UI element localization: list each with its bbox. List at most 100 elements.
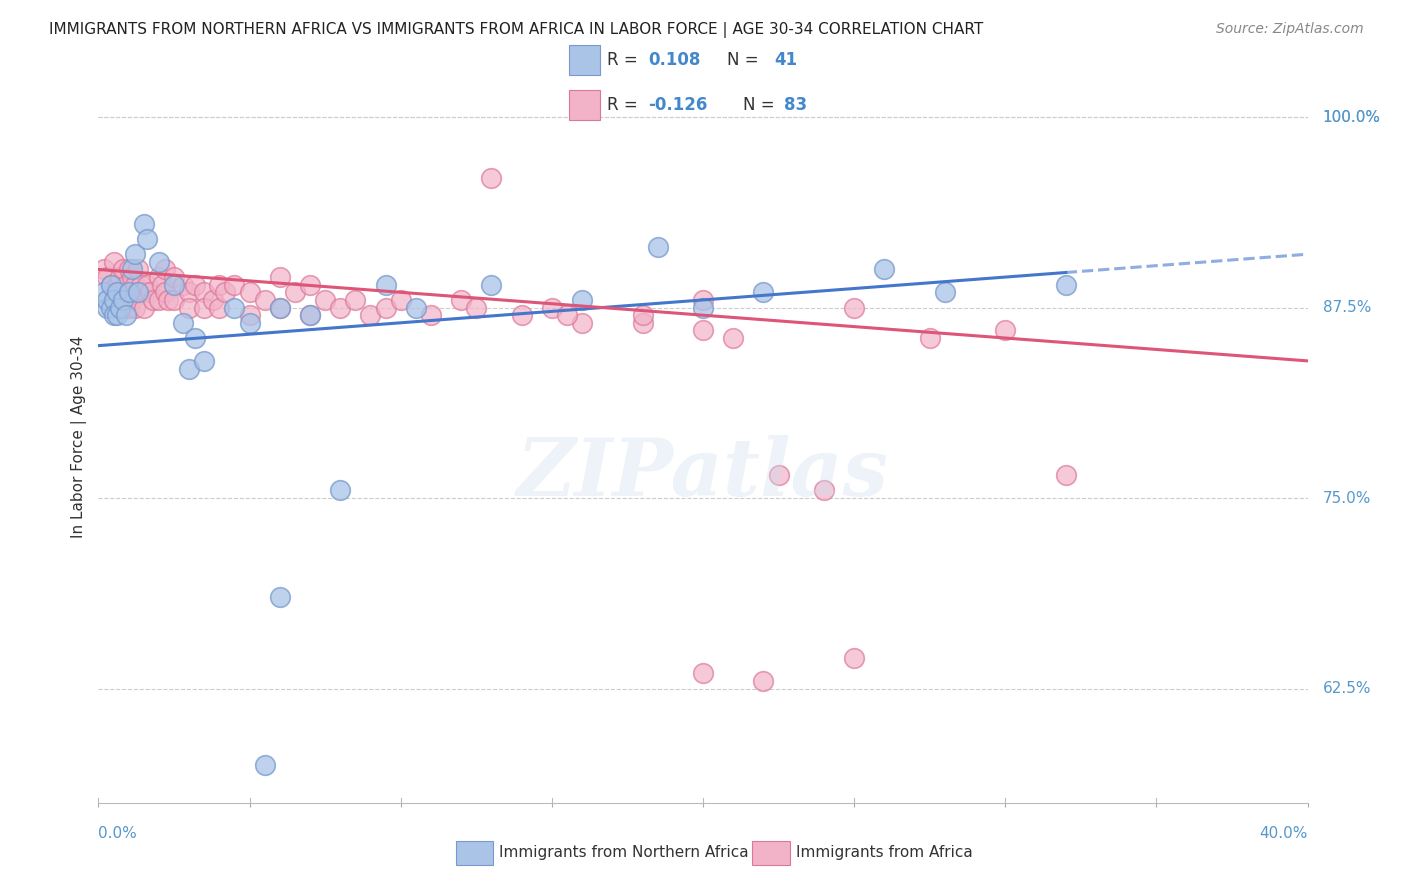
Point bbox=[111, 262, 134, 277]
Text: Immigrants from Africa: Immigrants from Africa bbox=[796, 846, 973, 860]
Point bbox=[571, 316, 593, 330]
Point bbox=[103, 285, 125, 300]
Point bbox=[179, 285, 201, 300]
Point bbox=[723, 331, 745, 345]
Point bbox=[389, 293, 412, 307]
Point bbox=[108, 270, 131, 285]
Point bbox=[239, 285, 262, 300]
Point bbox=[153, 285, 176, 300]
Point bbox=[114, 308, 136, 322]
Point bbox=[124, 277, 146, 292]
Point bbox=[844, 651, 866, 665]
Point bbox=[132, 301, 155, 315]
Point bbox=[692, 301, 714, 315]
Bar bbox=[456, 841, 492, 864]
Point bbox=[360, 308, 382, 322]
Point bbox=[127, 285, 149, 300]
Point bbox=[481, 171, 503, 186]
Point bbox=[103, 308, 125, 322]
Point bbox=[631, 316, 654, 330]
Point bbox=[105, 308, 128, 322]
Point bbox=[692, 666, 714, 681]
Point bbox=[208, 277, 231, 292]
Point bbox=[93, 285, 115, 300]
Point bbox=[108, 293, 131, 307]
Point bbox=[299, 308, 322, 322]
Point bbox=[127, 285, 149, 300]
Point bbox=[148, 255, 170, 269]
Point bbox=[108, 301, 131, 315]
Point bbox=[253, 293, 276, 307]
Point bbox=[269, 270, 291, 285]
Text: N =: N = bbox=[742, 96, 779, 114]
Point bbox=[114, 301, 136, 315]
Text: Immigrants from Northern Africa: Immigrants from Northern Africa bbox=[499, 846, 748, 860]
Point bbox=[193, 285, 215, 300]
Bar bbox=[568, 90, 600, 120]
Point bbox=[111, 293, 134, 307]
Text: R =: R = bbox=[607, 96, 643, 114]
Point bbox=[148, 293, 170, 307]
Point bbox=[253, 757, 276, 772]
Bar bbox=[752, 841, 790, 864]
Text: R =: R = bbox=[607, 51, 643, 69]
Point bbox=[465, 301, 488, 315]
Point bbox=[374, 277, 396, 292]
Point bbox=[299, 277, 322, 292]
Point bbox=[118, 262, 141, 277]
Point bbox=[934, 285, 956, 300]
Point bbox=[420, 308, 443, 322]
Point bbox=[329, 483, 352, 498]
Point bbox=[450, 293, 472, 307]
Point bbox=[105, 285, 128, 300]
Point bbox=[813, 483, 835, 498]
Point bbox=[184, 277, 207, 292]
Point bbox=[132, 217, 155, 231]
Point bbox=[172, 277, 194, 292]
Point bbox=[555, 308, 578, 322]
Point bbox=[314, 293, 336, 307]
Point bbox=[918, 331, 941, 345]
Point bbox=[994, 323, 1017, 337]
Text: 0.0%: 0.0% bbox=[98, 826, 138, 840]
Point bbox=[647, 239, 669, 253]
Point bbox=[631, 308, 654, 322]
Point bbox=[768, 468, 790, 483]
Point bbox=[1054, 468, 1077, 483]
Point bbox=[269, 590, 291, 604]
Point bbox=[124, 247, 146, 261]
Point bbox=[111, 285, 134, 300]
Point bbox=[132, 285, 155, 300]
Text: ZIPatlas: ZIPatlas bbox=[517, 435, 889, 512]
Point bbox=[692, 293, 714, 307]
Point bbox=[129, 277, 152, 292]
Text: Source: ZipAtlas.com: Source: ZipAtlas.com bbox=[1216, 22, 1364, 37]
Point bbox=[692, 323, 714, 337]
Point bbox=[121, 293, 143, 307]
Point bbox=[127, 262, 149, 277]
Point bbox=[135, 232, 157, 246]
Point bbox=[142, 293, 165, 307]
Point bbox=[118, 285, 141, 300]
Point bbox=[100, 277, 122, 292]
Point bbox=[193, 354, 215, 368]
Point bbox=[105, 293, 128, 307]
Y-axis label: In Labor Force | Age 30-34: In Labor Force | Age 30-34 bbox=[72, 335, 87, 539]
Point bbox=[153, 262, 176, 277]
Point bbox=[239, 316, 262, 330]
Point bbox=[284, 285, 307, 300]
Text: 75.0%: 75.0% bbox=[1323, 491, 1371, 506]
Point bbox=[163, 270, 186, 285]
Text: 83: 83 bbox=[785, 96, 807, 114]
Point bbox=[510, 308, 533, 322]
Text: 100.0%: 100.0% bbox=[1323, 110, 1381, 125]
Point bbox=[540, 301, 562, 315]
Bar bbox=[568, 45, 600, 75]
Point bbox=[224, 301, 246, 315]
Point bbox=[139, 285, 162, 300]
Point bbox=[571, 293, 593, 307]
Point bbox=[96, 270, 118, 285]
Point bbox=[224, 277, 246, 292]
Point bbox=[179, 361, 201, 376]
Point bbox=[100, 301, 122, 315]
